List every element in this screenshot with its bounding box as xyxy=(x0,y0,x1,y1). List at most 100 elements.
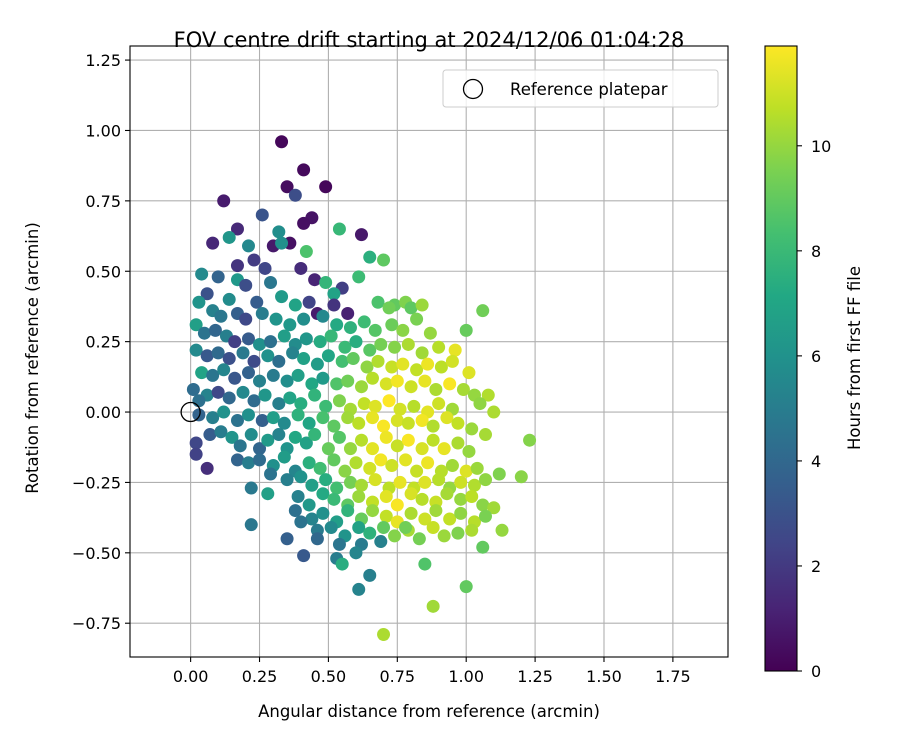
data-point xyxy=(382,394,396,408)
data-point xyxy=(363,461,377,475)
data-point xyxy=(363,568,377,582)
data-point xyxy=(374,453,388,467)
y-tick-label: 0.25 xyxy=(85,333,121,352)
data-point xyxy=(244,518,258,532)
data-point xyxy=(354,478,368,492)
data-point xyxy=(197,326,211,340)
data-point xyxy=(352,270,366,284)
data-point xyxy=(332,394,346,408)
data-point xyxy=(313,335,327,349)
data-point xyxy=(462,366,476,380)
data-point xyxy=(253,374,267,388)
data-point xyxy=(454,506,468,520)
x-tick-label: 1.50 xyxy=(586,667,622,686)
data-point xyxy=(338,340,352,354)
reference-point xyxy=(180,401,201,423)
data-point xyxy=(206,368,220,382)
data-point xyxy=(377,419,391,433)
data-point xyxy=(459,323,473,337)
data-point xyxy=(476,540,490,554)
data-point xyxy=(338,464,352,478)
colorbar: 0 2 4 6 8 10 Hours from first FF file xyxy=(764,45,864,681)
data-point xyxy=(208,323,222,337)
colorbar-tick-label: 8 xyxy=(811,242,821,261)
data-point xyxy=(368,323,382,337)
x-tick-label: 0.50 xyxy=(311,667,347,686)
data-point xyxy=(401,337,415,351)
data-point xyxy=(327,298,341,312)
data-point xyxy=(374,337,388,351)
data-point xyxy=(222,352,236,366)
data-point xyxy=(366,371,380,385)
data-point xyxy=(404,487,418,501)
data-point xyxy=(192,295,206,309)
data-point xyxy=(310,357,324,371)
data-point xyxy=(233,439,247,453)
y-tick-label: 1.00 xyxy=(85,121,121,140)
data-point xyxy=(230,453,244,467)
data-point xyxy=(302,416,316,430)
data-point xyxy=(253,337,267,351)
data-point xyxy=(327,287,341,301)
data-point xyxy=(352,416,366,430)
data-point xyxy=(261,433,275,447)
data-point xyxy=(478,428,492,442)
data-point xyxy=(302,498,316,512)
data-point xyxy=(415,442,429,456)
data-point xyxy=(241,408,255,422)
data-point xyxy=(200,287,214,301)
data-point xyxy=(429,383,443,397)
data-point xyxy=(291,368,305,382)
data-point xyxy=(277,450,291,464)
data-point xyxy=(399,453,413,467)
colorbar-tick-label: 0 xyxy=(811,662,821,681)
plot-frame xyxy=(129,45,729,658)
data-point xyxy=(379,430,393,444)
data-point xyxy=(283,318,297,332)
data-point xyxy=(269,312,283,326)
data-point xyxy=(297,163,311,177)
data-point xyxy=(346,352,360,366)
data-point xyxy=(385,360,399,374)
data-point xyxy=(357,397,371,411)
data-point xyxy=(253,453,267,467)
y-tick-label: 1.25 xyxy=(85,51,121,70)
data-point xyxy=(316,309,330,323)
data-point xyxy=(332,537,346,551)
legend: Reference platepar xyxy=(442,69,719,108)
data-point xyxy=(467,478,481,492)
data-point xyxy=(211,270,225,284)
data-point xyxy=(192,394,206,408)
data-point xyxy=(192,408,206,422)
data-point xyxy=(440,411,454,425)
data-point xyxy=(418,557,432,571)
legend-entry: Reference platepar xyxy=(510,80,668,99)
x-tick-label: 0.75 xyxy=(379,667,415,686)
data-point xyxy=(377,253,391,267)
data-point xyxy=(211,385,225,399)
data-point xyxy=(189,318,203,332)
data-point xyxy=(404,506,418,520)
data-point xyxy=(244,481,258,495)
data-point xyxy=(352,520,366,534)
data-point xyxy=(288,504,302,518)
data-point xyxy=(275,236,289,250)
data-point xyxy=(382,301,396,315)
data-point xyxy=(341,411,355,425)
data-point xyxy=(316,487,330,501)
data-point xyxy=(481,388,495,402)
data-point xyxy=(297,549,311,563)
data-point xyxy=(247,354,261,368)
data-point xyxy=(217,363,231,377)
data-point xyxy=(316,371,330,385)
data-point xyxy=(332,430,346,444)
data-point xyxy=(321,442,335,456)
y-tick-label: −0.75 xyxy=(72,614,121,633)
data-point xyxy=(186,383,200,397)
data-point xyxy=(299,332,313,346)
data-point xyxy=(377,627,391,641)
data-point xyxy=(366,442,380,456)
data-point xyxy=(299,245,313,259)
data-point xyxy=(230,413,244,427)
data-point xyxy=(495,523,509,537)
